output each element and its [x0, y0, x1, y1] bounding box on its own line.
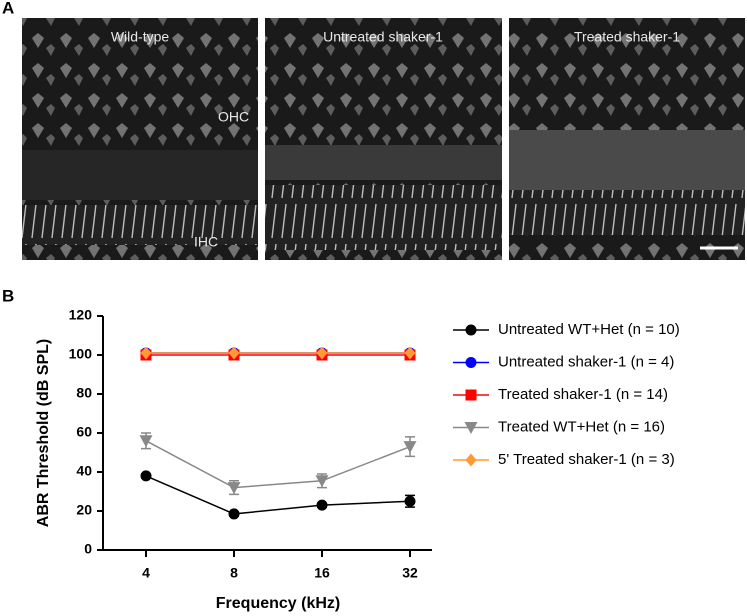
legend-marker [465, 324, 477, 336]
legend-label: Untreated shaker-1 (n = 4) [498, 353, 674, 370]
data-point [316, 499, 328, 511]
legend-marker [465, 453, 477, 467]
micrograph [22, 18, 258, 260]
y-axis-title: ABR Threshold (dB SPL) [35, 339, 52, 527]
x-tick-label: 8 [230, 565, 238, 581]
micrograph [509, 18, 745, 260]
data-point [404, 495, 416, 507]
legend-marker [465, 389, 477, 401]
legend-label: Treated shaker-1 (n = 14) [498, 386, 668, 403]
x-tick-label: 16 [314, 565, 330, 581]
data-point [227, 482, 241, 495]
series-line [145, 440, 411, 489]
image-label: Treated shaker-1 [574, 29, 680, 45]
image-label: Wild-type [111, 29, 170, 45]
image-annotation: OHC [218, 109, 249, 125]
data-point [139, 435, 153, 448]
panel-label: A [2, 0, 14, 17]
image-label: Untreated shaker-1 [323, 29, 443, 45]
data-point [316, 346, 328, 360]
y-tick-label: 0 [84, 541, 92, 557]
x-tick-label: 32 [402, 565, 418, 581]
y-tick-label: 40 [76, 463, 92, 479]
series-line [145, 475, 411, 515]
legend-label: Treated WT+Het (n = 16) [498, 418, 665, 435]
data-point [228, 508, 240, 520]
data-point [403, 441, 417, 454]
legend-label: 5' Treated shaker-1 (n = 3) [498, 451, 675, 468]
image-annotation: IHC [194, 234, 218, 250]
panel-label: B [2, 286, 14, 305]
x-axis-title: Frequency (kHz) [216, 595, 340, 612]
y-tick-label: 100 [69, 346, 93, 362]
y-tick-label: 60 [76, 424, 92, 440]
data-point [315, 475, 329, 488]
x-tick-label: 4 [142, 565, 150, 581]
y-tick-label: 20 [76, 502, 92, 518]
legend-marker [465, 357, 477, 368]
data-point [140, 346, 152, 360]
y-tick-label: 80 [76, 385, 92, 401]
data-point [140, 470, 152, 482]
data-point [404, 346, 416, 360]
micrograph [265, 18, 502, 260]
y-tick-label: 120 [69, 307, 93, 323]
data-point [228, 346, 240, 360]
legend-label: Untreated WT+Het (n = 10) [498, 321, 680, 338]
legend-marker [464, 422, 478, 434]
